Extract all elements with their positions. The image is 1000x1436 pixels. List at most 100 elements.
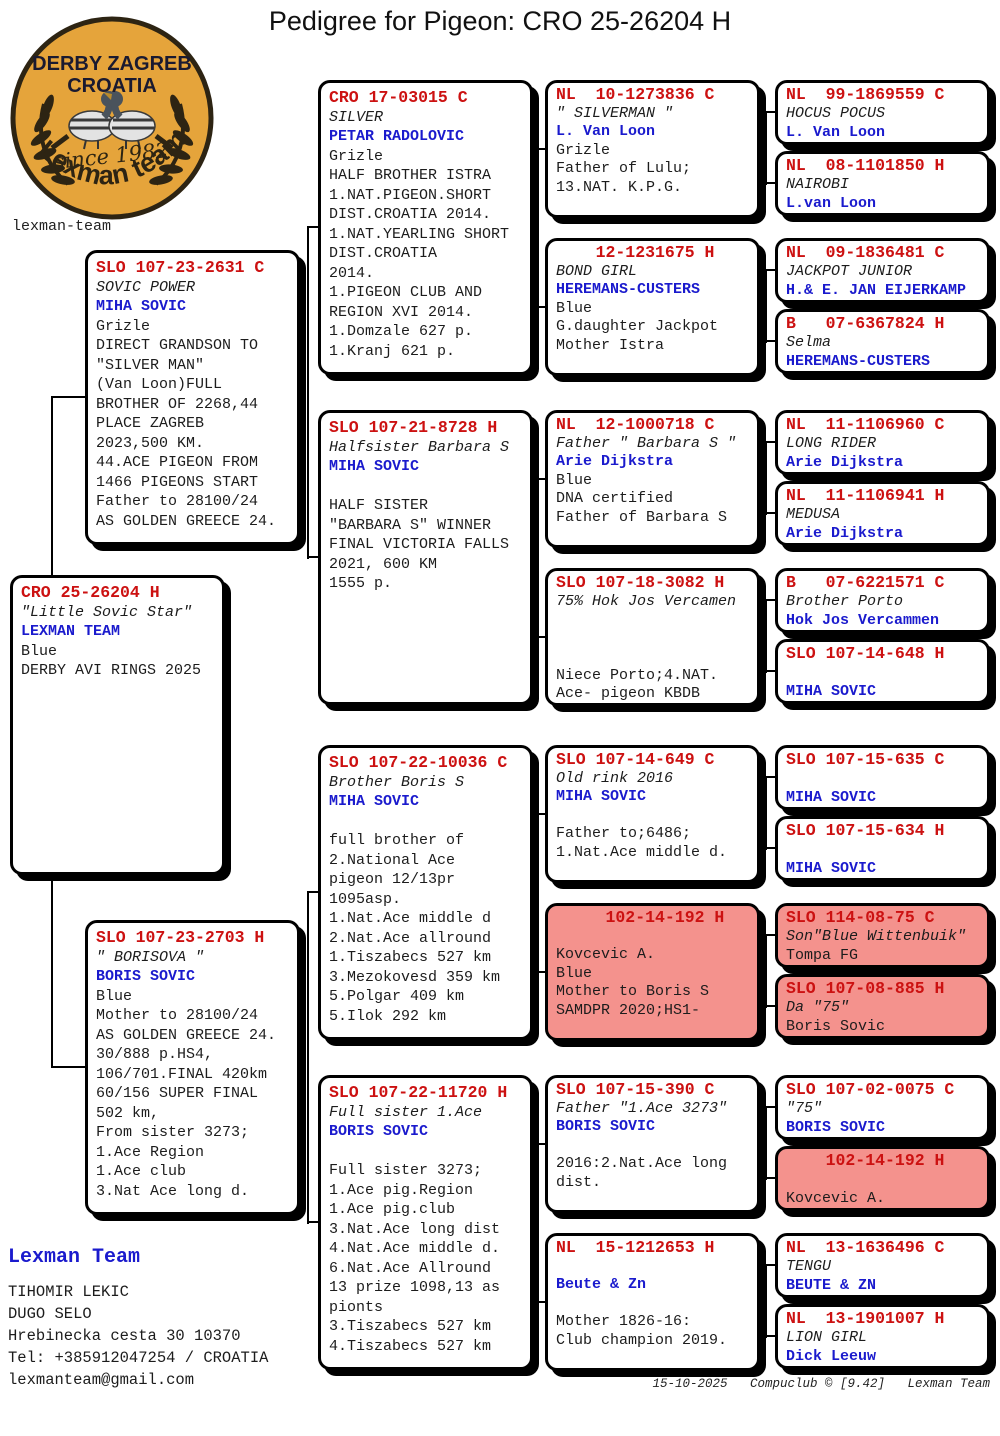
connector-line bbox=[307, 556, 320, 558]
pigeon-name bbox=[556, 928, 749, 947]
print-footer: 15-10-2025 Compuclub © [9.42] Lexman Tea… bbox=[652, 1377, 990, 1391]
info-line bbox=[556, 807, 749, 826]
fancier-name: Arie Dijkstra bbox=[786, 525, 904, 542]
fancier-name: L.van Loon bbox=[786, 195, 877, 212]
info-line: 6.Nat.Ace Allround bbox=[329, 1259, 492, 1277]
connector-line bbox=[537, 478, 547, 480]
connector-line bbox=[765, 934, 777, 936]
connector-line bbox=[765, 670, 777, 672]
fancier-name: MIHA SOVIC bbox=[786, 789, 877, 806]
logo-caption: lexman-team bbox=[12, 218, 112, 235]
pedigree-box-gg2: NL 08-1101850 H NAIROBI L.van Loon bbox=[775, 151, 990, 216]
info-line: Father to;6486; bbox=[556, 825, 692, 842]
fancier-name: PETAR RADOLOVIC bbox=[329, 128, 465, 145]
connector-line bbox=[765, 269, 777, 271]
ring-number: CRO 25-26204 H bbox=[21, 583, 160, 602]
info-line: Club champion 2019. bbox=[556, 1331, 728, 1349]
info-line: 1.PIGEON CLUB AND bbox=[329, 284, 483, 301]
connector-line bbox=[307, 892, 309, 1224]
pigeon-name: "Little Sovic Star" bbox=[21, 603, 193, 621]
info-line: 5.Ilok 292 km bbox=[329, 1007, 447, 1025]
ring-number: SLO 107-14-649 C bbox=[556, 750, 715, 769]
connector-line bbox=[765, 776, 777, 778]
connector-line bbox=[537, 306, 547, 308]
connector-line bbox=[765, 1106, 777, 1108]
connector-line bbox=[765, 442, 767, 515]
info-line bbox=[556, 630, 749, 649]
info-line: 1.Domzale 627 p. bbox=[329, 323, 474, 340]
ring-number: SLO 107-18-3082 H bbox=[556, 573, 725, 592]
ring-number: SLO 107-02-0075 C bbox=[786, 1080, 955, 1099]
pedigree-box-fmm: SLO 107-18-3082 H 75% Hok Jos Vercamen Ni… bbox=[545, 568, 760, 706]
fancier-name: Kovcevic A. bbox=[556, 946, 656, 963]
info-line: 1.Tiszabecs 527 km bbox=[329, 949, 492, 966]
info-line bbox=[329, 477, 522, 497]
info-line: DNA certified bbox=[556, 490, 674, 507]
info-line: 5.Polgar 409 km bbox=[329, 988, 465, 1005]
info-line bbox=[556, 1295, 749, 1314]
ring-number: NL 13-1636496 C bbox=[786, 1238, 945, 1257]
contact-line: Hrebinecka cesta 30 10370 bbox=[8, 1327, 241, 1345]
fancier-name: MIHA SOVIC bbox=[786, 683, 877, 700]
info-line: AS GOLDEN GREECE 24. bbox=[96, 512, 277, 530]
info-line bbox=[329, 812, 522, 832]
pigeon-name: " BORISOVA " bbox=[96, 948, 205, 966]
fancier-name: MIHA SOVIC bbox=[329, 458, 420, 475]
connector-line bbox=[537, 971, 547, 973]
ring-number: SLO 107-14-648 H bbox=[786, 644, 945, 663]
info-line: 1.Nat.Ace middle d bbox=[329, 910, 492, 927]
fancier-name: Hok Jos Vercammen bbox=[786, 612, 940, 629]
pigeon-name: 75% Hok Jos Vercamen bbox=[556, 592, 737, 610]
ring-number: NL 11-1106960 C bbox=[786, 415, 945, 434]
pigeon-name: SILVER bbox=[329, 108, 384, 126]
ring-number: SLO 107-23-2631 C bbox=[96, 258, 265, 277]
connector-line bbox=[765, 1335, 777, 1337]
connector-line bbox=[765, 847, 777, 849]
info-line: Full sister 3273; bbox=[329, 1162, 483, 1179]
info-line bbox=[556, 1137, 749, 1156]
info-line: Blue bbox=[556, 471, 593, 489]
fancier-name: HEREMANS-CUSTERS bbox=[556, 281, 701, 298]
info-line: 1.NAT.YEARLING SHORT bbox=[329, 225, 510, 243]
info-line: 2023,500 KM. bbox=[96, 434, 205, 452]
pedigree-box-mfm: 102-14-192 H Kovcevic A. Blue Mother to Bo… bbox=[545, 903, 760, 1041]
fancier-name: LEXMAN TEAM bbox=[21, 623, 121, 640]
pedigree-box-ff: CRO 17-03015 C SILVER PETAR RADOLOVIC Grizl… bbox=[318, 80, 533, 375]
pedigree-box-gg3: NL 09-1836481 C JACKPOT JUNIOR H.& E. JAN … bbox=[775, 238, 990, 303]
ring-number: B 07-6367824 H bbox=[786, 314, 945, 333]
ring-number: NL 09-1836481 C bbox=[786, 243, 945, 262]
info-line: 1.Ace Region bbox=[96, 1143, 205, 1161]
pedigree-box-gg8: SLO 107-14-648 H MIHA SOVIC bbox=[775, 639, 990, 704]
pedigree-box-mmf: SLO 107-15-390 C Father "1.Ace 3273" BORIS… bbox=[545, 1075, 760, 1213]
info-line: Mother to 28100/24 bbox=[96, 1007, 259, 1024]
fancier-name: MIHA SOVIC bbox=[556, 788, 647, 805]
info-line bbox=[329, 1142, 522, 1162]
pigeon-name: Father " Barbara S " bbox=[556, 434, 737, 452]
info-line: 1.Ace pig.Region bbox=[329, 1181, 474, 1199]
pigeon-name: JACKPOT JUNIOR bbox=[786, 263, 913, 280]
pigeon-name bbox=[786, 769, 979, 788]
ring-number: 102-14-192 H bbox=[556, 908, 725, 927]
info-line: dist. bbox=[556, 1173, 602, 1191]
pigeon-name: HOCUS POCUS bbox=[786, 105, 886, 122]
info-line: 3.Tiszabecs 527 km bbox=[329, 1318, 492, 1335]
ring-number: SLO 107-22-11720 H bbox=[329, 1083, 508, 1102]
connector-line bbox=[537, 149, 539, 309]
info-line: (Van Loon)FULL bbox=[96, 376, 223, 393]
pigeon-name: Son"Blue Wittenbuik" bbox=[786, 928, 967, 945]
ring-number: NL 12-1000718 C bbox=[556, 415, 715, 434]
connector-line bbox=[765, 441, 777, 443]
info-line: 1.Ace pig.club bbox=[329, 1201, 456, 1218]
connector-line bbox=[765, 777, 767, 850]
connector-line bbox=[51, 396, 87, 398]
ring-number: NL 10-1273836 C bbox=[556, 85, 715, 104]
info-line: DIST.CROATIA 2014. bbox=[329, 206, 492, 223]
ring-number: NL 99-1869559 C bbox=[786, 85, 945, 104]
connector-line bbox=[765, 112, 767, 185]
info-line: Grizle bbox=[96, 317, 151, 335]
pigeon-name: Old rink 2016 bbox=[556, 769, 674, 787]
info-line: 4.Tiszabecs 527 km bbox=[329, 1337, 492, 1355]
info-line: 13 prize 1098,13 as bbox=[329, 1279, 501, 1296]
contact-line: TIHOMIR LEKIC bbox=[8, 1283, 129, 1301]
info-line: 4.Nat.Ace middle d. bbox=[329, 1240, 501, 1257]
